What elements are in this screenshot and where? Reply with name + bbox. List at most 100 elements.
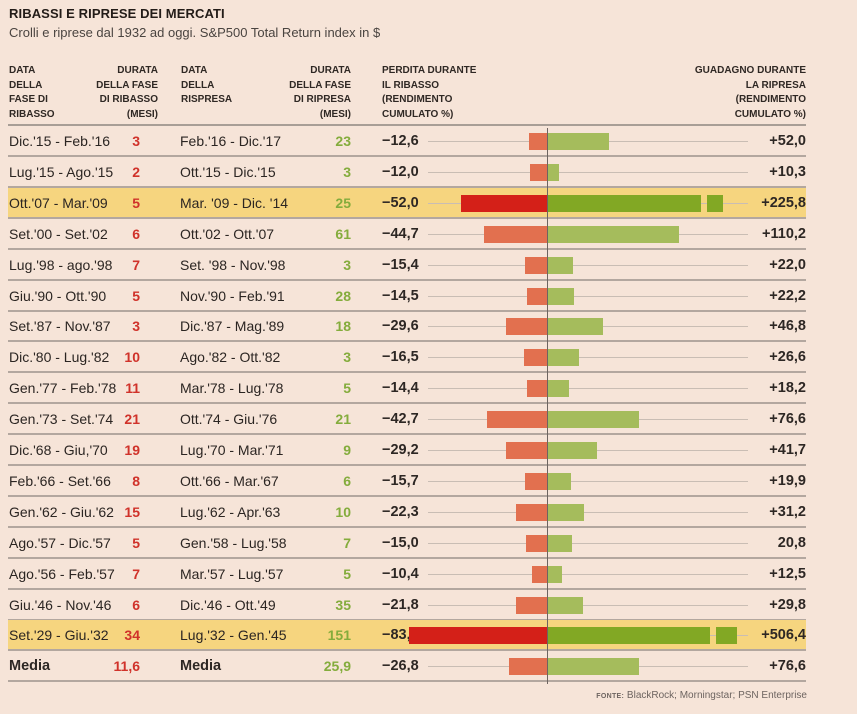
gain-label: +41,7 <box>769 442 806 458</box>
header-line: IL RIBASSO <box>382 79 440 91</box>
loss-label: −12,0 <box>382 163 419 180</box>
row-divider <box>8 216 806 219</box>
header-drop-date: DATA DELLA FASE DI RIBASSO <box>9 64 55 122</box>
recovery-months: 9 <box>343 442 351 458</box>
loss-label: −16,5 <box>382 349 419 366</box>
header-line: DATA <box>9 65 36 76</box>
recovery-months: 10 <box>335 503 351 520</box>
loss-label: −42,7 <box>382 411 419 428</box>
gain-bar <box>547 472 571 490</box>
loss-bar <box>526 287 547 305</box>
row-divider <box>8 278 806 281</box>
guide-line <box>428 264 748 266</box>
gain-bar <box>547 627 710 645</box>
guide-line <box>428 295 748 297</box>
gain-label: +506,4 <box>761 627 806 644</box>
recovery-months: 151 <box>327 627 351 644</box>
table-row: Media 11,6 Media 25,9 −26,8 +76,6 <box>8 651 806 683</box>
drop-months: 3 <box>132 133 140 149</box>
header-line: (RENDIMENTO <box>735 94 806 105</box>
table-row: Gen.'62 - Giu.'62 15 Lug.'62 - Apr.'63 10 −2… <box>8 497 806 528</box>
gain-label: 20,8 <box>777 534 806 551</box>
gain-bar <box>547 411 639 429</box>
header-line: DATA <box>181 65 208 76</box>
loss-bar <box>487 411 547 429</box>
drop-months: 15 <box>124 503 140 520</box>
recovery-months: 23 <box>335 133 351 149</box>
loss-label: −29,6 <box>382 318 419 335</box>
drop-months: 2 <box>132 163 140 180</box>
drop-period: Gen.'77 - Feb.'78 <box>9 380 117 397</box>
drop-months: 5 <box>132 287 140 304</box>
gain-label: +26,6 <box>769 349 806 366</box>
drop-period: Gen.'62 - Giu.'62 <box>9 503 114 520</box>
loss-bar <box>505 318 547 336</box>
guide-line <box>428 511 748 513</box>
gain-label: +29,8 <box>769 596 806 613</box>
drop-months: 11 <box>125 380 140 397</box>
loss-bar <box>509 658 547 676</box>
loss-label: −44,7 <box>382 225 419 242</box>
loss-label: −52,0 <box>382 194 419 211</box>
table-row: Giu.'46 - Nov.'46 6 Dic.'46 - Ott.'49 35 −21… <box>8 590 806 621</box>
table-row: Ago.'57 - Dic.'57 5 Gen.'58 - Lug.'58 7 −15,… <box>8 528 806 559</box>
header-line: DELLA FASE <box>96 79 158 91</box>
guide-line <box>428 388 748 390</box>
row-divider <box>8 587 806 590</box>
header-line: (MESI) <box>126 108 158 120</box>
loss-bar <box>515 503 547 521</box>
drop-months: 11,6 <box>113 658 140 675</box>
guide-line <box>428 573 748 575</box>
drop-period: Set.'87 - Nov.'87 <box>9 318 111 335</box>
zero-axis <box>547 128 548 684</box>
drop-months: 21 <box>124 411 140 428</box>
source-note: FONTE: BlackRock; Morningstar; PSN Enter… <box>596 690 807 701</box>
recovery-months: 5 <box>343 565 351 582</box>
header-line: DI RIPRESA <box>293 94 351 105</box>
recovery-period: Dic.'87 - Mag.'89 <box>180 318 285 335</box>
recovery-period: Mar.'57 - Lug.'57 <box>180 565 284 582</box>
gain-bar <box>547 318 604 336</box>
row-divider <box>8 618 806 621</box>
gain-bar <box>547 380 569 398</box>
gain-label: +76,6 <box>769 658 806 675</box>
header-line: FASE DI <box>9 94 48 105</box>
table-row: Ott.'07 - Mar.'09 5 Mar. '09 - Dic. '14 25 −… <box>8 187 806 219</box>
guide-line <box>428 357 748 359</box>
table-row: Dic.'80 - Lug.'82 10 Ago.'82 - Ott.'82 3 −16… <box>8 342 806 374</box>
drop-months: 5 <box>132 534 140 551</box>
recovery-period: Lug.'62 - Apr.'63 <box>180 503 281 520</box>
loss-bar <box>529 133 547 150</box>
gain-label: +10,3 <box>769 163 806 180</box>
row-divider <box>8 433 806 436</box>
row-divider <box>8 185 806 188</box>
gain-label: +76,6 <box>769 411 806 428</box>
loss-label: −14,5 <box>382 287 419 304</box>
header-line: GUADAGNO DURANTE <box>694 65 806 76</box>
row-divider <box>8 649 806 652</box>
header-line: DURATA <box>310 65 351 76</box>
drop-months: 34 <box>124 627 140 644</box>
recovery-months: 35 <box>335 596 351 613</box>
row-divider <box>8 556 806 559</box>
header-line: (MESI) <box>319 108 351 120</box>
loss-bar <box>525 256 547 274</box>
drop-months: 8 <box>132 472 140 489</box>
loss-bar <box>409 627 547 645</box>
recovery-period: Gen.'58 - Lug.'58 <box>180 534 287 551</box>
row-divider <box>8 680 806 683</box>
loss-label: −15,7 <box>382 472 419 489</box>
gain-bar <box>547 349 579 367</box>
header-line: RISPRESA <box>181 94 233 105</box>
header-line: DELLA <box>181 79 215 91</box>
recovery-period: Ott.'02 - Ott.'07 <box>180 225 275 242</box>
drop-period: Gen.'73 - Set.'74 <box>9 411 114 428</box>
row-divider <box>8 402 806 405</box>
recovery-period: Ott.'66 - Mar.'67 <box>180 472 279 489</box>
recovery-months: 25 <box>335 194 351 211</box>
table-row: Lug.'15 - Ago.'15 2 Ott.'15 - Dic.'15 3 −12,… <box>8 157 806 188</box>
table-row: Set.'00 - Set.'02 6 Ott.'02 - Ott.'07 61 −44… <box>8 219 806 250</box>
gain-bar <box>547 163 560 181</box>
gain-label: +31,2 <box>769 503 806 520</box>
gain-label: +18,2 <box>769 380 806 397</box>
